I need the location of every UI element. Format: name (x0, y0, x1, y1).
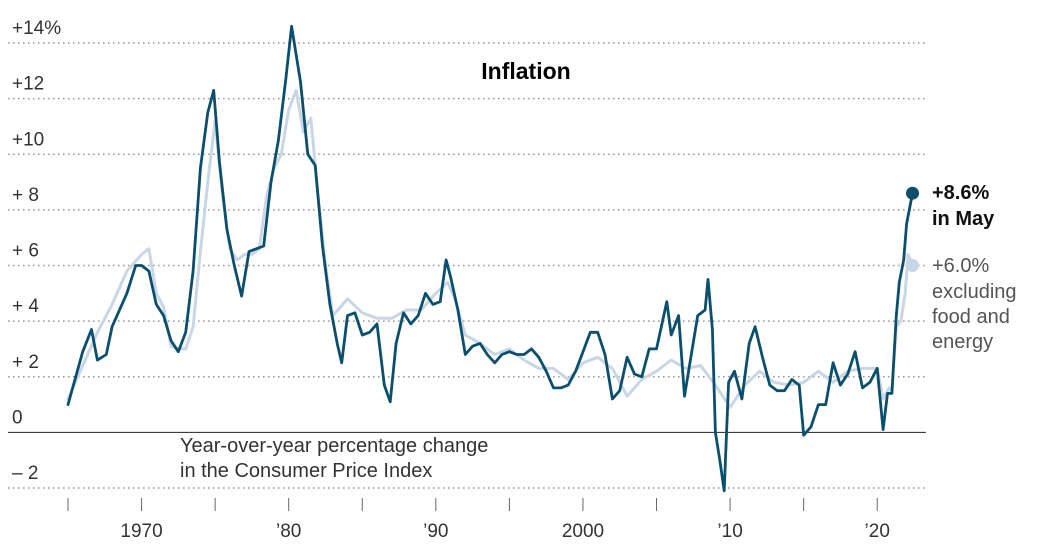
x-tick-label: ’80 (276, 521, 301, 542)
y-tick-label: + 6 (12, 241, 39, 262)
x-tick-label: ’20 (865, 521, 890, 542)
core-cpi-line (66, 88, 914, 409)
x-tick-label: 1970 (120, 521, 162, 542)
x-tick-label: ’90 (423, 521, 448, 542)
y-tick-label: + 2 (12, 352, 39, 373)
core-end-label: +6.0% excluding food and energy (932, 255, 1017, 353)
y-tick-label: – 2 (12, 463, 38, 484)
core-end-line-3: food and (932, 306, 1010, 328)
y-tick-label: + 4 (12, 296, 39, 317)
subtitle-line-2: in the Consumer Price Index (180, 460, 432, 482)
cpi-end-dot (906, 186, 920, 200)
y-tick-label: +14% (12, 18, 61, 39)
y-tick-label: +12 (12, 74, 44, 95)
chart-title: Inflation (481, 58, 570, 84)
subtitle-line-1: Year-over-year percentage change (180, 435, 488, 457)
core-end-line-4: energy (932, 331, 993, 353)
x-tick-label: 2000 (562, 521, 604, 542)
core-end-dot (906, 259, 920, 272)
core-end-value: +6.0% (932, 255, 989, 277)
cpi-end-value: +8.6% (932, 182, 989, 204)
cpi-line (66, 24, 914, 493)
y-tick-label: +10 (12, 129, 44, 150)
core-end-line-2: excluding (932, 281, 1017, 303)
y-axis: +14% +12 +10 + 8 + 6 + 4 + 2 0 – 2 (12, 18, 61, 484)
y-tick-label: + 8 (12, 185, 39, 206)
series-group (66, 24, 920, 493)
x-axis: 1970 ’80 ’90 2000 ’10 ’20 (67, 498, 890, 542)
x-tick-label: ’10 (717, 521, 742, 542)
gridlines (8, 42, 926, 489)
cpi-end-month: in May (932, 208, 995, 230)
cpi-end-label: +8.6% in May (932, 182, 995, 230)
y-tick-label: 0 (12, 407, 23, 428)
